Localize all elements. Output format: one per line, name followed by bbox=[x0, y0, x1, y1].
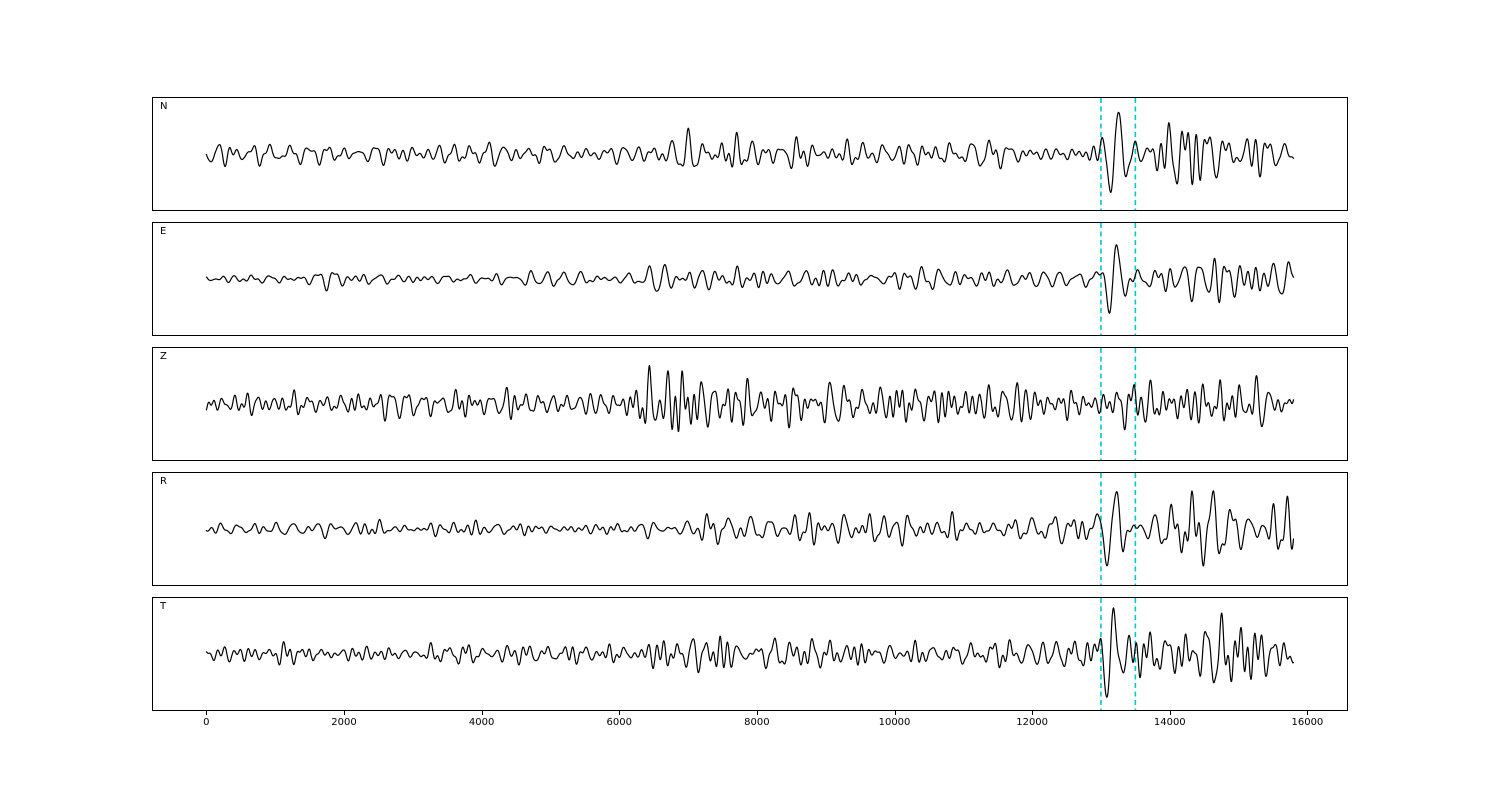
waveform-plot-E bbox=[152, 222, 1348, 336]
waveform-trace-N bbox=[205, 111, 1295, 193]
x-tick-mark bbox=[206, 711, 208, 715]
x-tick-label: 8000 bbox=[744, 717, 770, 728]
x-tick-label: 2000 bbox=[331, 717, 357, 728]
panel-border bbox=[152, 347, 1348, 461]
waveform-plot-Z bbox=[152, 347, 1348, 461]
waveform-plot-R bbox=[152, 472, 1348, 586]
channel-label-R: R bbox=[160, 476, 167, 487]
channel-label-Z: Z bbox=[160, 351, 167, 362]
waveform-panel-Z: Z bbox=[152, 347, 1348, 461]
waveform-trace-Z bbox=[205, 365, 1295, 433]
x-tick-label: 0 bbox=[203, 717, 210, 728]
panel-border bbox=[152, 597, 1348, 711]
panel-border bbox=[152, 97, 1348, 211]
x-tick-mark bbox=[1032, 711, 1034, 715]
x-tick-mark bbox=[756, 711, 758, 715]
x-tick-label: 14000 bbox=[1153, 717, 1186, 728]
waveform-panel-R: R bbox=[152, 472, 1348, 586]
x-tick-label: 12000 bbox=[1016, 717, 1049, 728]
waveform-trace-T bbox=[205, 607, 1295, 698]
x-tick-label: 6000 bbox=[606, 717, 632, 728]
waveform-plot-T bbox=[152, 597, 1348, 711]
channel-label-N: N bbox=[160, 101, 168, 112]
x-tick-mark bbox=[481, 711, 483, 715]
x-tick-mark bbox=[1169, 711, 1171, 715]
x-tick-label: 16000 bbox=[1291, 717, 1324, 728]
panel-border bbox=[152, 472, 1348, 586]
waveform-plot-N bbox=[152, 97, 1348, 211]
x-tick-mark bbox=[619, 711, 621, 715]
channel-label-E: E bbox=[160, 226, 167, 237]
x-tick-mark bbox=[343, 711, 345, 715]
x-tick-label: 4000 bbox=[468, 717, 495, 728]
channel-label-T: T bbox=[160, 601, 167, 612]
waveform-panel-N: N bbox=[152, 97, 1348, 211]
waveform-panel-T: T bbox=[152, 597, 1348, 711]
waveform-trace-E bbox=[205, 244, 1295, 314]
panel-border bbox=[152, 222, 1348, 336]
x-tick-label: 10000 bbox=[878, 717, 911, 728]
x-tick-mark bbox=[894, 711, 896, 715]
waveform-trace-R bbox=[205, 490, 1295, 567]
waveform-panel-E: E bbox=[152, 222, 1348, 336]
x-tick-mark bbox=[1307, 711, 1309, 715]
